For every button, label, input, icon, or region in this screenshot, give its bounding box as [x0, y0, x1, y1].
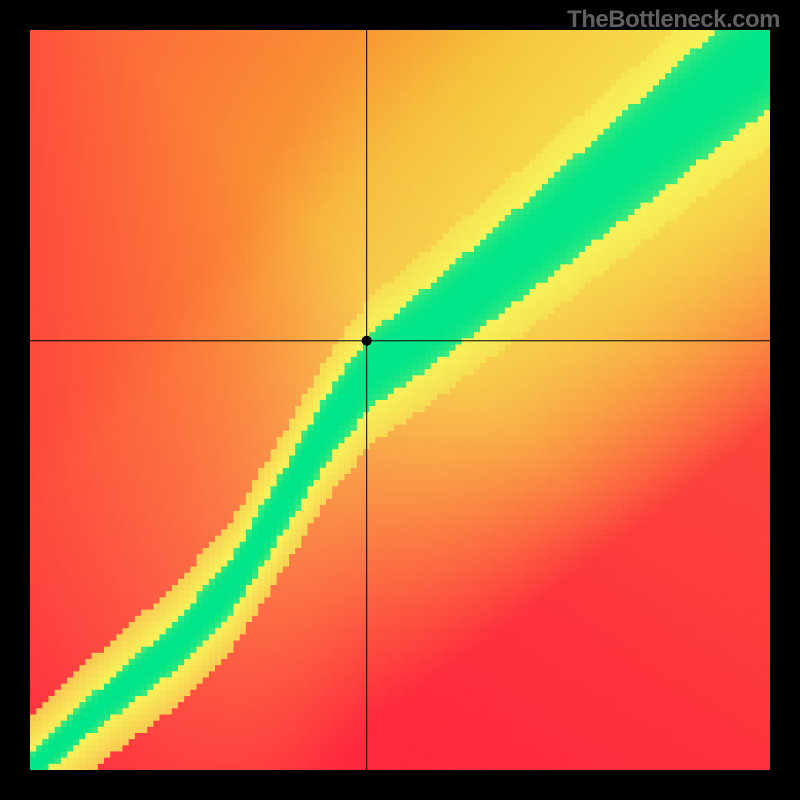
bottleneck-heatmap [30, 30, 770, 770]
chart-container: { "watermark": { "text": "TheBottleneck.… [0, 0, 800, 800]
watermark-text: TheBottleneck.com [567, 6, 780, 34]
